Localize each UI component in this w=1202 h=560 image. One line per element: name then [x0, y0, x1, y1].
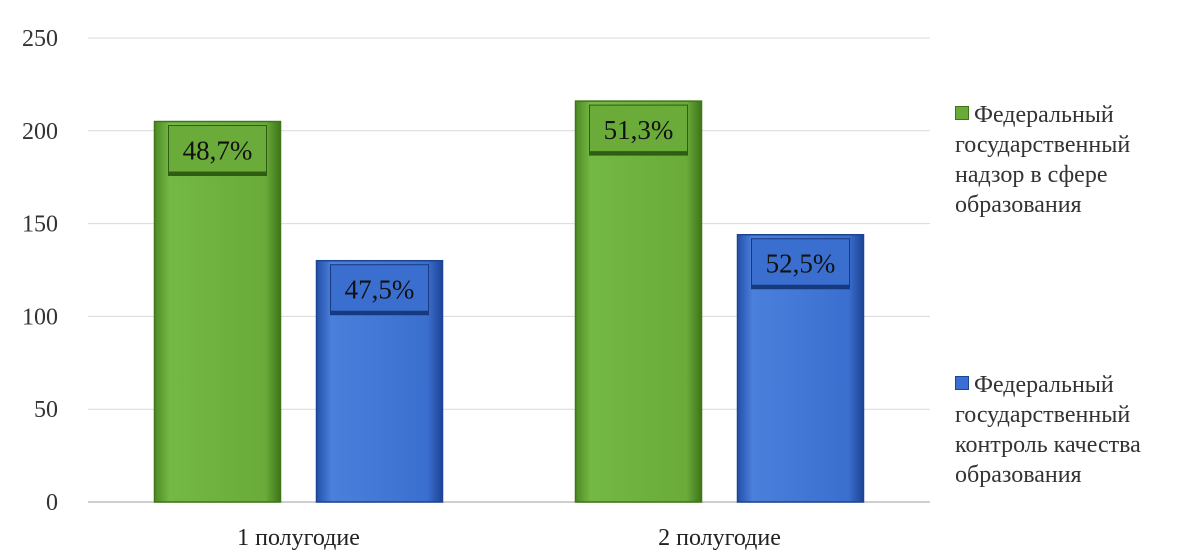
- legend-label-1: Федеральный государственный контроль кач…: [955, 372, 1141, 488]
- y-tick-label: 150: [22, 212, 58, 238]
- bars: [153, 100, 865, 503]
- data-label-box: [330, 264, 429, 316]
- data-label-series-1-cat-0: 47,5%: [330, 264, 429, 316]
- data-label-box: [751, 238, 850, 290]
- x-category-label: 2 полугодие: [658, 525, 781, 551]
- bar-series-0-cat-0: [153, 120, 282, 503]
- y-tick-label: 250: [22, 26, 58, 52]
- data-label-box: [589, 104, 688, 156]
- legend-item-series-0: Федеральный государственный надзор в сфе…: [955, 100, 1195, 220]
- y-tick-label: 100: [22, 304, 58, 330]
- y-tick-label: 0: [46, 490, 58, 516]
- data-label-text: 47,5%: [345, 275, 415, 305]
- data-label-series-0-cat-0: 48,7%: [168, 125, 267, 177]
- data-label-text: 48,7%: [183, 136, 253, 166]
- legend-swatch-0: [955, 106, 969, 120]
- data-label-series-0-cat-1: 51,3%: [589, 104, 688, 156]
- data-label-series-1-cat-1: 52,5%: [751, 238, 850, 290]
- y-tick-label: 50: [34, 397, 58, 423]
- data-label-box: [168, 125, 267, 177]
- legend-swatch-1: [955, 376, 969, 390]
- legend-label-0: Федеральный государственный надзор в сфе…: [955, 102, 1131, 218]
- data-label-text: 52,5%: [766, 249, 836, 279]
- bar-series-0-cat-1: [574, 100, 703, 503]
- x-category-label: 1 полугодие: [237, 525, 360, 551]
- data-label-text: 51,3%: [604, 115, 674, 145]
- legend-item-series-1: Федеральный государственный контроль кач…: [955, 370, 1195, 490]
- data-labels: 48,7% 47,5% 51,3% 52,5%: [168, 104, 850, 316]
- y-tick-label: 200: [22, 119, 58, 145]
- bar-chart: 0 50 100 150 200 250 1 полугодие 2 полугодие 48…: [22, 26, 930, 551]
